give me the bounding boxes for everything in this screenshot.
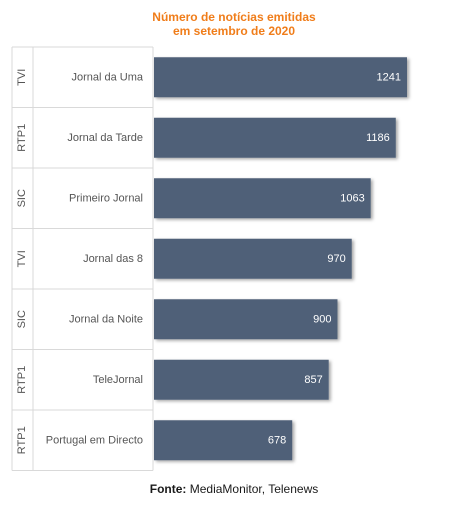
- channel-label: SIC: [16, 310, 28, 328]
- bar: [154, 299, 338, 340]
- program-label: Portugal em Directo: [46, 434, 143, 446]
- program-label: Jornal da Noite: [69, 313, 143, 325]
- bar: [154, 117, 396, 158]
- source-text: MediaMonitor, Telenews: [186, 482, 319, 496]
- bar: [154, 57, 407, 98]
- program-label: Jornal da Tarde: [67, 132, 143, 144]
- channel-label: SIC: [16, 189, 28, 207]
- chart-title-line-1: Número de notícias emitidas: [152, 10, 316, 24]
- chart-title: Número de notícias emitidas em setembro …: [0, 10, 468, 38]
- channel-label: TVI: [16, 69, 28, 86]
- program-label: TeleJornal: [93, 374, 143, 386]
- bar-value-label: 1241: [377, 71, 401, 83]
- channel-label: RTP1: [16, 366, 28, 394]
- bar-value-label: 1063: [340, 192, 364, 204]
- bar: [154, 178, 371, 219]
- channel-label: RTP1: [16, 124, 28, 152]
- bar-value-label: 900: [313, 313, 331, 325]
- bar: [154, 420, 293, 461]
- program-label: Jornal das 8: [83, 253, 143, 265]
- bar: [154, 359, 329, 400]
- chart-title-line-2: em setembro de 2020: [172, 24, 296, 38]
- channel-label: TVI: [16, 250, 28, 267]
- bar-value-label: 1186: [366, 132, 390, 144]
- bar-value-label: 857: [304, 374, 322, 386]
- bar-value-label: 678: [268, 434, 286, 446]
- bar: [154, 238, 352, 279]
- program-label: Primeiro Jornal: [69, 192, 143, 204]
- bar-value-label: 970: [327, 253, 345, 265]
- program-label: Jornal da Uma: [71, 71, 143, 83]
- source-label: Fonte:: [149, 482, 187, 496]
- chart-source: Fonte: MediaMonitor, Telenews: [0, 482, 468, 496]
- channel-label: RTP1: [16, 426, 28, 454]
